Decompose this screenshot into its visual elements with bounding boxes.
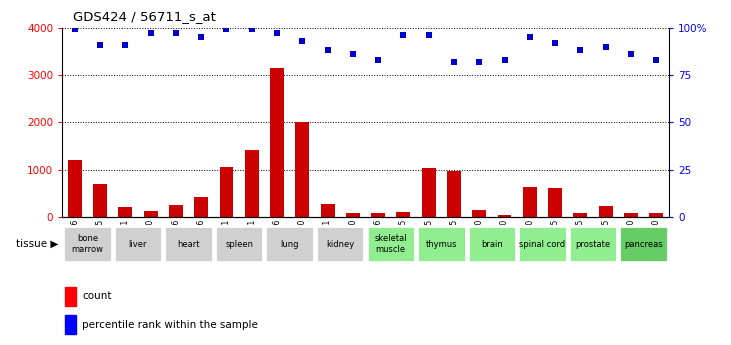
Bar bbox=[63, 226, 112, 262]
Bar bbox=[346, 213, 360, 217]
Bar bbox=[447, 171, 461, 217]
Bar bbox=[518, 226, 567, 262]
Point bbox=[297, 38, 308, 43]
Point bbox=[221, 27, 232, 32]
Point bbox=[625, 51, 637, 57]
Text: spinal cord: spinal cord bbox=[520, 239, 566, 249]
Point bbox=[398, 32, 409, 38]
Text: liver: liver bbox=[129, 239, 147, 249]
Point bbox=[600, 44, 612, 49]
Bar bbox=[194, 197, 208, 217]
Bar bbox=[68, 160, 82, 217]
Bar bbox=[316, 226, 365, 262]
Point bbox=[499, 57, 510, 62]
Bar bbox=[114, 226, 162, 262]
Point bbox=[651, 57, 662, 62]
Bar bbox=[245, 149, 259, 217]
Text: heart: heart bbox=[178, 239, 200, 249]
Bar bbox=[573, 213, 587, 217]
Bar bbox=[624, 213, 638, 217]
Text: pancreas: pancreas bbox=[624, 239, 663, 249]
Bar bbox=[295, 121, 309, 217]
Bar bbox=[270, 68, 284, 217]
Bar bbox=[215, 226, 263, 262]
Text: GDS424 / 56711_s_at: GDS424 / 56711_s_at bbox=[73, 10, 216, 23]
Bar bbox=[472, 210, 486, 217]
Point bbox=[69, 27, 80, 32]
Point bbox=[423, 32, 434, 38]
Point bbox=[524, 34, 536, 40]
Point bbox=[322, 48, 333, 53]
Point bbox=[549, 40, 561, 46]
Text: tissue ▶: tissue ▶ bbox=[16, 239, 58, 249]
Text: brain: brain bbox=[481, 239, 503, 249]
Point bbox=[474, 59, 485, 65]
Bar bbox=[569, 226, 617, 262]
Text: lung: lung bbox=[281, 239, 299, 249]
Bar bbox=[118, 207, 132, 217]
Bar bbox=[498, 215, 512, 217]
Bar bbox=[265, 226, 314, 262]
Bar bbox=[144, 211, 158, 217]
Bar bbox=[548, 188, 562, 217]
Point bbox=[94, 42, 106, 47]
Bar bbox=[321, 204, 335, 217]
Bar bbox=[523, 187, 537, 217]
Bar bbox=[422, 168, 436, 217]
Bar bbox=[619, 226, 668, 262]
Point bbox=[170, 30, 182, 36]
Bar bbox=[366, 226, 415, 262]
Bar bbox=[219, 167, 233, 217]
Point bbox=[195, 34, 207, 40]
Point bbox=[372, 57, 384, 62]
Bar bbox=[164, 226, 213, 262]
Point bbox=[145, 30, 156, 36]
Point bbox=[119, 42, 131, 47]
Point bbox=[448, 59, 460, 65]
Bar bbox=[65, 287, 76, 306]
Bar bbox=[468, 226, 516, 262]
Bar bbox=[93, 184, 107, 217]
Text: spleen: spleen bbox=[225, 239, 253, 249]
Point bbox=[271, 30, 283, 36]
Text: thymus: thymus bbox=[425, 239, 457, 249]
Text: percentile rank within the sample: percentile rank within the sample bbox=[82, 320, 258, 330]
Bar bbox=[65, 315, 76, 334]
Bar bbox=[417, 226, 466, 262]
Point bbox=[575, 48, 586, 53]
Text: skeletal
muscle: skeletal muscle bbox=[374, 234, 407, 254]
Bar bbox=[396, 211, 410, 217]
Bar bbox=[169, 206, 183, 217]
Bar bbox=[599, 206, 613, 217]
Point bbox=[246, 27, 257, 32]
Text: count: count bbox=[82, 291, 112, 301]
Text: bone
marrow: bone marrow bbox=[72, 234, 103, 254]
Text: kidney: kidney bbox=[326, 239, 355, 249]
Bar bbox=[371, 213, 385, 217]
Point bbox=[347, 51, 359, 57]
Bar bbox=[649, 213, 663, 217]
Text: prostate: prostate bbox=[575, 239, 610, 249]
